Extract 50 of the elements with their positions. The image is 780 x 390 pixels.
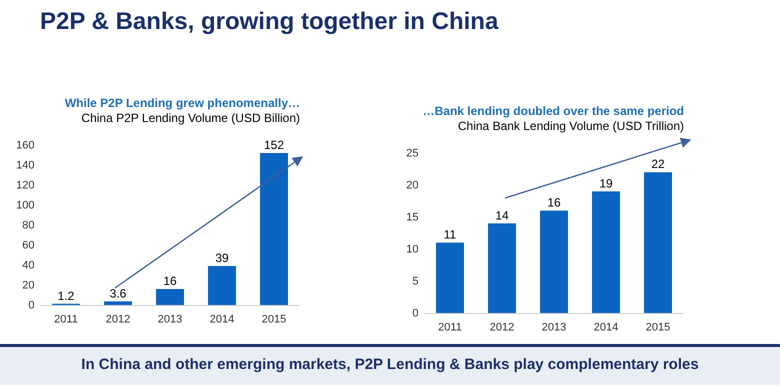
data-label: 22 (651, 157, 665, 172)
x-tick-label: 2011 (54, 314, 78, 326)
data-label: 1.2 (58, 288, 75, 303)
bar (260, 153, 288, 305)
y-tick-label: 140 (16, 160, 34, 172)
text: P2P & Banks, growing together in China (40, 8, 498, 36)
y-tick-label: 80 (22, 220, 34, 232)
y-tick-label: 20 (22, 280, 34, 292)
y-tick-label: 5 (412, 276, 418, 288)
data-label: 152 (264, 138, 284, 152)
y-tick-label: 0 (412, 308, 418, 320)
data-label: 16 (547, 196, 561, 210)
y-tick-label: 15 (406, 212, 418, 224)
bar (592, 191, 620, 313)
x-tick-label: 2015 (262, 314, 286, 326)
x-tick-label: 2014 (210, 314, 234, 326)
x-tick-label: 2014 (594, 322, 618, 334)
y-tick-label: 160 (16, 140, 34, 152)
bar (156, 289, 184, 305)
chart-title: While P2P Lending grew phenomenally… (64, 96, 300, 110)
x-tick-label: 2012 (490, 322, 514, 334)
data-label: 16 (163, 274, 177, 288)
y-tick-label: 60 (22, 240, 34, 252)
chart-title: …Bank lending doubled over the same period (422, 104, 684, 118)
bar (436, 242, 464, 313)
chart-subtitle: China P2P Lending Volume (USD Billion) (81, 111, 300, 125)
data-label: 11 (444, 228, 457, 242)
x-tick-label: 2013 (158, 314, 182, 326)
y-tick-label: 40 (22, 260, 34, 272)
chart-subtitle: China Bank Lending Volume (USD Trillion) (458, 119, 684, 133)
data-label: 19 (599, 176, 613, 190)
y-tick-label: 25 (406, 148, 418, 160)
bar (540, 210, 568, 313)
bar (104, 301, 132, 305)
y-tick-label: 100 (16, 200, 34, 212)
y-tick-label: 120 (16, 180, 34, 192)
data-label: 3.6 (110, 286, 127, 300)
bar (644, 172, 672, 313)
x-tick-label: 2013 (542, 322, 566, 334)
x-tick-label: 2011 (438, 322, 462, 334)
y-tick-label: 20 (406, 180, 418, 192)
data-label: 39 (215, 251, 229, 265)
x-tick-label: 2015 (646, 322, 670, 334)
y-tick-label: 10 (406, 244, 418, 256)
y-tick-label: 0 (28, 300, 34, 312)
text: In China and other emerging markets, P2P Lending & Banks play complementary roles (0, 344, 780, 385)
bar (208, 266, 236, 305)
data-label: 14 (495, 208, 509, 222)
x-tick-label: 2012 (106, 314, 130, 326)
bar (488, 223, 516, 313)
